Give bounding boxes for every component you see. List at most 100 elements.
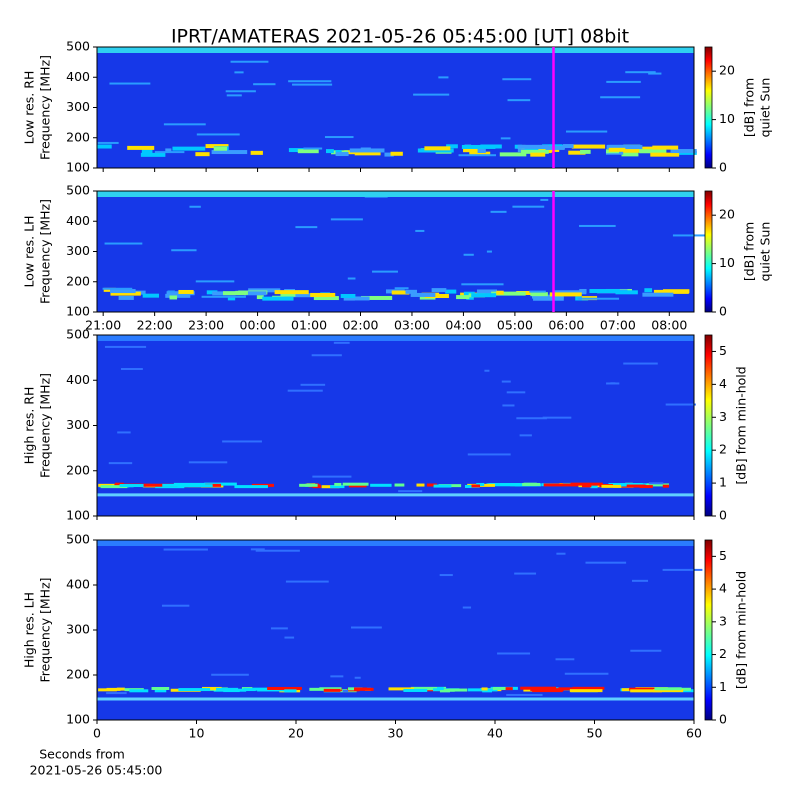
spectrogram-feature	[347, 277, 356, 280]
spectrogram-feature	[516, 291, 536, 296]
spectrogram-feature	[162, 483, 182, 487]
spectrogram-feature	[476, 482, 485, 486]
y-axis-label: Low res. LH	[22, 216, 37, 288]
spectrogram-feature	[467, 453, 511, 456]
spectrogram-feature	[642, 292, 674, 297]
colorbar-tick-label: 4	[719, 376, 727, 391]
y-axis-label: Frequency [MHz]	[38, 373, 53, 478]
spectrogram-feature	[342, 689, 349, 692]
spectrogram-feature	[486, 250, 492, 253]
spectrogram-feature	[311, 354, 342, 357]
y-tick-label: 400	[66, 69, 90, 84]
spectrogram-feature	[461, 144, 496, 149]
x-tick-label: 10	[189, 726, 205, 741]
spectrogram-feature	[648, 482, 664, 485]
spectrogram-feature	[639, 485, 653, 489]
spectrogram-feature	[248, 288, 281, 293]
spectrogram-feature	[436, 687, 444, 691]
spectrogram-feature	[161, 604, 190, 607]
spectrogram-feature	[323, 688, 341, 692]
spectrogram-feature	[563, 144, 574, 149]
spectrogram-feature	[431, 288, 447, 293]
spectrogram-feature	[172, 146, 206, 151]
colorbar-tick-label: 20	[719, 63, 735, 78]
spectrogram-feature	[482, 689, 492, 693]
y-axis-label: High res. RH	[22, 387, 37, 465]
spectrogram-feature	[394, 483, 405, 487]
spectrogram-feature	[670, 149, 697, 154]
spectrogram-feature	[652, 145, 679, 150]
y-tick-label: 500	[66, 327, 90, 342]
spectrogram-feature	[243, 291, 267, 296]
spectrogram-feature	[426, 483, 437, 487]
spectrogram-feature	[234, 71, 244, 74]
spectrogram-feature	[372, 270, 398, 273]
spectrogram-feature	[370, 483, 392, 487]
x-axis-label: Seconds from	[39, 747, 125, 762]
colorbar	[704, 46, 713, 169]
spectrogram-feature	[196, 133, 240, 136]
spectrogram-feature	[169, 295, 178, 300]
spectrogram-feature	[349, 148, 385, 153]
spectrogram-feature	[335, 150, 342, 155]
spectrogram-feature	[253, 83, 276, 86]
spectrogram-feature	[630, 689, 663, 693]
spectrogram-feature	[104, 242, 143, 245]
spectrogram-feature	[630, 649, 662, 652]
spectrogram-feature	[256, 295, 264, 300]
spectrogram-feature	[253, 687, 278, 691]
spectrogram-feature	[340, 293, 356, 298]
spectrogram-feature	[623, 362, 658, 365]
spectrogram-feature	[102, 287, 133, 290]
spectrogram-feature	[441, 688, 455, 692]
spectrogram-feature	[103, 287, 116, 292]
spectrogram-feature	[384, 152, 394, 157]
spectrogram-feature	[280, 293, 314, 298]
spectrogram-feature	[502, 78, 532, 81]
spectrogram	[97, 335, 694, 516]
spectrogram-feature	[517, 144, 549, 149]
spectrogram-feature	[506, 391, 526, 394]
colorbar-label: [dB] from	[742, 78, 757, 137]
spectrogram-feature	[631, 579, 649, 582]
spectrogram-feature	[163, 123, 206, 126]
spectrogram-feature	[326, 149, 334, 154]
spectrogram-feature	[521, 149, 549, 154]
spectrogram-feature	[129, 689, 149, 693]
spectrogram-feature	[173, 482, 206, 486]
spectrogram-feature	[324, 136, 354, 139]
spectrogram-feature	[292, 83, 333, 86]
colorbar-tick-label: 1	[719, 475, 727, 490]
spectrogram-feature	[543, 483, 579, 487]
spectrogram-feature	[284, 636, 295, 639]
spectrogram-feature	[97, 191, 694, 197]
spectrogram-feature	[499, 152, 527, 157]
spectrogram-feature	[529, 290, 546, 293]
spectrogram-feature	[284, 689, 297, 693]
spectrogram-feature	[297, 149, 319, 154]
spectrogram-feature	[235, 290, 248, 295]
spectrogram-feature	[569, 689, 603, 693]
spectrogram-feature	[497, 652, 531, 655]
spectrogram-feature	[287, 389, 323, 392]
spectrogram-feature	[484, 369, 490, 372]
spectrogram-feature	[127, 145, 155, 150]
spectrogram-feature	[615, 290, 638, 295]
x-tick-label: 02:00	[342, 318, 378, 333]
colorbar-tick-label: 3	[719, 613, 727, 628]
x-tick-label: 0	[93, 726, 101, 741]
x-tick-label: 08:00	[651, 318, 687, 333]
spectrogram-feature	[500, 137, 511, 140]
x-tick-label: 21:00	[85, 318, 121, 333]
spectrogram-feature	[512, 205, 545, 208]
y-tick-label: 400	[66, 213, 90, 228]
x-tick-label: 50	[587, 726, 603, 741]
spectrogram-feature	[414, 687, 435, 691]
spectrogram-feature	[519, 434, 532, 437]
spectrogram-feature	[456, 295, 470, 300]
spectrogram-feature	[471, 484, 481, 488]
spectrogram-feature	[222, 440, 262, 443]
spectrogram-feature	[116, 687, 125, 691]
spectrogram-feature	[488, 483, 520, 487]
